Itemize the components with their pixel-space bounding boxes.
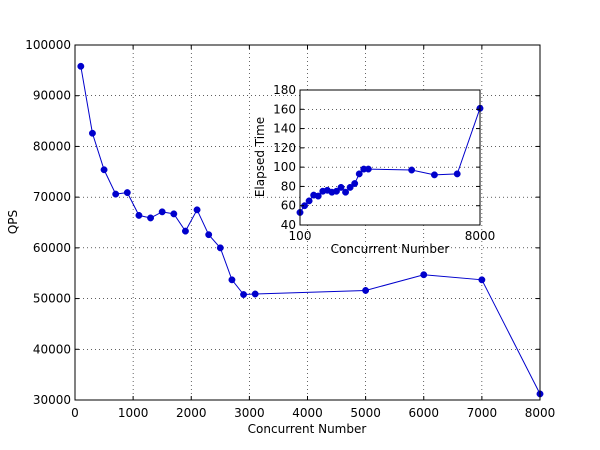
main-y-tick-label: 70000: [33, 190, 71, 204]
main-y-axis-label: QPS: [6, 210, 20, 234]
inset-y-axis-label: Elapsed Time: [253, 117, 267, 197]
inset-y-tick-label: 160: [273, 102, 296, 116]
inset-x-tick-label: 100: [289, 229, 312, 243]
main-data-point: [420, 271, 428, 279]
inset-data-point: [342, 188, 350, 196]
main-data-point: [193, 206, 201, 214]
inset-data-point: [351, 180, 359, 187]
main-data-point: [147, 214, 155, 222]
main-y-tick-label: 50000: [33, 292, 71, 306]
main-data-point: [205, 231, 213, 239]
inset-y-tick-label: 60: [281, 199, 296, 213]
inset-x-tick-label: 8000: [465, 229, 496, 243]
main-x-tick-label: 6000: [408, 406, 439, 420]
main-data-point: [216, 244, 224, 252]
main-data-point: [158, 208, 166, 216]
inset-y-tick-label: 180: [273, 83, 296, 97]
main-x-tick-label: 1000: [118, 406, 149, 420]
inset-data-point: [453, 170, 461, 178]
inset-background: [300, 90, 480, 225]
inset-data-point: [430, 171, 438, 179]
main-data-point: [228, 276, 236, 284]
inset-plot-frame: [299, 89, 481, 226]
inset-y-tick-label: 140: [273, 122, 296, 136]
main-x-tick-label: 0: [71, 406, 79, 420]
inset-data-point: [346, 183, 354, 191]
main-data-point: [135, 211, 143, 219]
main-data-point: [362, 287, 370, 294]
main-data-point: [240, 291, 248, 298]
main-data-point: [77, 62, 85, 70]
main-x-tick-label: 2000: [176, 406, 207, 420]
main-data-point: [478, 276, 486, 284]
main-x-axis-label: Concurrent Number: [248, 422, 367, 436]
main-x-tick-label: 7000: [467, 406, 498, 420]
main-y-tick-label: 60000: [33, 241, 71, 255]
inset-data-point: [364, 165, 372, 173]
inset-data-point: [355, 170, 363, 178]
main-data-point: [88, 129, 96, 137]
main-x-tick-label: 8000: [525, 406, 556, 420]
main-data-point: [251, 290, 259, 298]
inset-x-axis-label: Concurrent Number: [331, 242, 450, 256]
main-chart: 0 1000 2000 3000 4000 5000 6000 7000 8000 30000 40…: [6, 38, 555, 436]
inset-data-point: [314, 192, 322, 200]
inset-series: [296, 104, 484, 216]
main-ticks: 0 1000 2000 3000 4000 5000 6000 7000 8000 30000 40…: [25, 38, 555, 420]
inset-chart: 100 8000 40 60 80 100 120 140 160 180 Concurrent …: [253, 83, 495, 256]
inset-data-point: [333, 187, 340, 195]
main-y-tick-label: 80000: [33, 139, 71, 153]
inset-y-tick-label: 80: [281, 179, 296, 193]
inset-data-point: [408, 166, 416, 174]
main-x-tick-label: 5000: [350, 406, 381, 420]
main-data-point: [181, 227, 189, 235]
inset-y-tick-label: 120: [273, 141, 296, 155]
inset-y-tick-label: 40: [281, 218, 296, 232]
main-y-tick-label: 40000: [33, 342, 71, 356]
main-data-point: [170, 210, 178, 218]
main-data-point: [100, 166, 108, 174]
main-data-point: [112, 190, 120, 198]
inset-ticks: 100 8000 40 60 80 100 120 140 160 180: [273, 83, 495, 243]
main-x-tick-label: 3000: [234, 406, 265, 420]
main-y-tick-label: 30000: [33, 393, 71, 407]
main-x-tick-label: 4000: [292, 406, 323, 420]
inset-data-point: [337, 183, 345, 191]
main-series: [77, 62, 544, 398]
inset-data-point: [305, 197, 313, 205]
inset-y-tick-label: 100: [273, 160, 296, 174]
main-y-tick-label: 90000: [33, 89, 71, 103]
main-y-tick-label: 100000: [25, 38, 71, 52]
main-data-point: [123, 189, 131, 197]
